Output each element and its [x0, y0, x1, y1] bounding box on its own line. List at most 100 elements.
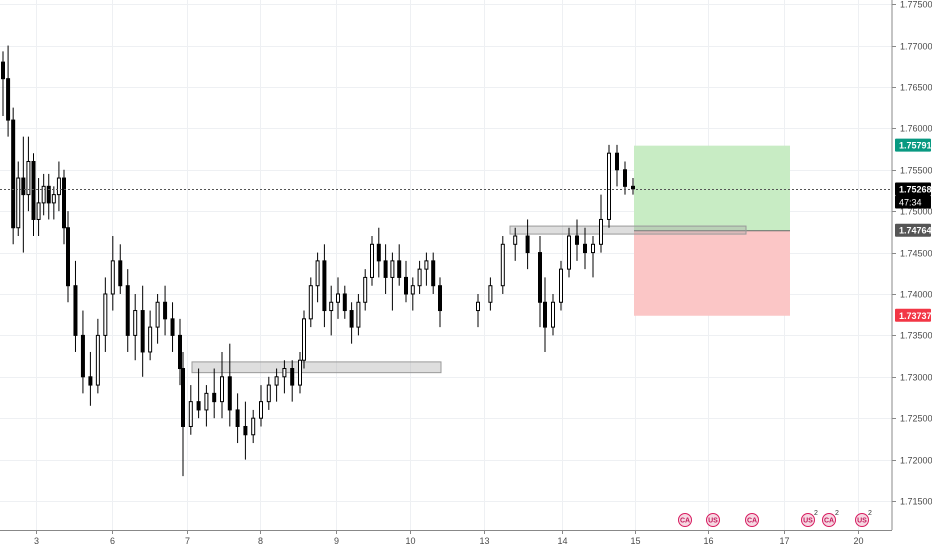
time-axis[interactable]: 3 6 7 8 9 10 13 14 15 16 17 20: [0, 530, 892, 546]
candle-body: [543, 301, 547, 328]
price-axis[interactable]: 1.71500 1.72000 1.72500 1.73000 1.73500 1.740…: [891, 0, 932, 530]
candle-body: [274, 376, 279, 386]
candle-body: [356, 301, 361, 328]
price-tick-label: 1.71500: [900, 497, 932, 507]
candle-body: [181, 368, 185, 427]
candle-body: [417, 268, 422, 287]
zones[interactable]: [191, 225, 747, 374]
target-price-tag[interactable]: 1.75791: [895, 138, 932, 152]
candle-body: [513, 235, 518, 245]
us-event[interactable]: US2: [801, 510, 819, 527]
time-tick-label: 20: [853, 536, 863, 546]
us-event-label: US: [708, 518, 718, 525]
us-event-circle: [801, 513, 815, 527]
entry-price-tag-bg: [895, 223, 931, 237]
candle-body: [11, 119, 16, 229]
candle-body: [336, 293, 340, 303]
us-event-label: US: [803, 518, 813, 525]
ca-event-label: CA: [747, 518, 757, 525]
candle-body: [196, 401, 201, 411]
time-tick-label: 3: [34, 536, 39, 546]
candle-body: [500, 243, 505, 287]
candles: [1, 45, 635, 477]
demand-zone-lower[interactable]: [191, 361, 442, 374]
candle-body: [6, 78, 11, 121]
price-tick-label: 1.77500: [900, 0, 932, 10]
candle-body: [329, 301, 334, 312]
candle-body: [103, 293, 108, 336]
countdown-tag-label: 47:34: [899, 198, 922, 208]
entry-price-tag-label: 1.74764: [899, 226, 932, 236]
price-tick-label: 1.72000: [900, 456, 932, 466]
candle-body: [235, 409, 240, 427]
candle-body: [73, 285, 78, 336]
ca-event[interactable]: CA: [745, 513, 759, 527]
candle-body: [266, 384, 271, 403]
loss-zone[interactable]: [634, 230, 790, 316]
price-tick-label: 1.74000: [900, 290, 932, 300]
price-tick-label: 1.72500: [900, 414, 932, 424]
current-price-tag[interactable]: 1.75268: [895, 182, 932, 196]
us-event[interactable]: US: [706, 513, 720, 527]
price-tick-label: 1.75000: [900, 207, 932, 217]
candle-body: [140, 310, 145, 353]
profit-zone[interactable]: [634, 145, 790, 231]
entry-price-tag[interactable]: 1.74764: [895, 223, 932, 237]
candle-body: [243, 425, 248, 436]
candle-body: [88, 376, 93, 386]
time-tick-label: 10: [405, 536, 415, 546]
candle-body: [322, 260, 327, 312]
time-tick-label: 17: [779, 536, 789, 546]
current-price-tag-label: 1.75268: [899, 185, 932, 195]
target-price-tag-bg: [895, 138, 931, 152]
us-event-circle: [855, 513, 869, 527]
target-price-tag-label: 1.75791: [899, 141, 932, 151]
candle-body: [488, 285, 493, 303]
candle-body: [438, 285, 442, 312]
candle-body: [397, 260, 402, 278]
ca-event[interactable]: CA2: [822, 510, 840, 527]
candle-body: [1, 61, 5, 80]
candle-body: [290, 368, 295, 386]
price-tick-label: 1.74500: [900, 249, 932, 259]
candle-body: [204, 392, 209, 411]
candle-body: [623, 169, 627, 187]
demand-zone-upper[interactable]: [509, 225, 747, 235]
candle-body: [227, 376, 232, 411]
candle-body: [110, 260, 115, 295]
current-price-tag-bg: [895, 182, 931, 196]
countdown-tag[interactable]: 47:34: [895, 195, 931, 209]
time-tick-label: 6: [110, 536, 115, 546]
ca-event-count: 2: [835, 510, 839, 517]
ca-event[interactable]: CA: [678, 513, 692, 527]
candle-body: [349, 310, 354, 328]
us-event[interactable]: US2: [855, 510, 873, 527]
candle-body: [133, 310, 138, 336]
candle-body: [363, 276, 368, 303]
ca-event-circle: [745, 513, 759, 527]
us-event-count: 2: [868, 510, 872, 517]
time-tick-label: 8: [258, 536, 263, 546]
ca-event-circle: [822, 513, 836, 527]
stop-price-tag-label: 1.73737: [899, 311, 932, 321]
candle-body: [170, 318, 175, 336]
ca-event-label: CA: [680, 518, 690, 525]
candle-body: [46, 185, 51, 204]
candle-body: [376, 243, 381, 262]
price-tick-label: 1.73500: [900, 331, 932, 341]
candle-body: [424, 260, 429, 270]
candle-body: [615, 152, 619, 171]
price-tick-label: 1.75500: [900, 166, 932, 176]
candle-body: [125, 285, 130, 336]
price-tick-label: 1.77000: [900, 42, 932, 52]
candle-body: [212, 392, 217, 403]
candle-body: [476, 301, 480, 312]
candle-body: [62, 177, 66, 229]
candle-body: [390, 260, 395, 278]
long-position-tool[interactable]: [634, 145, 790, 316]
candle-body: [551, 301, 555, 328]
stop-price-tag[interactable]: 1.73737: [895, 308, 932, 322]
